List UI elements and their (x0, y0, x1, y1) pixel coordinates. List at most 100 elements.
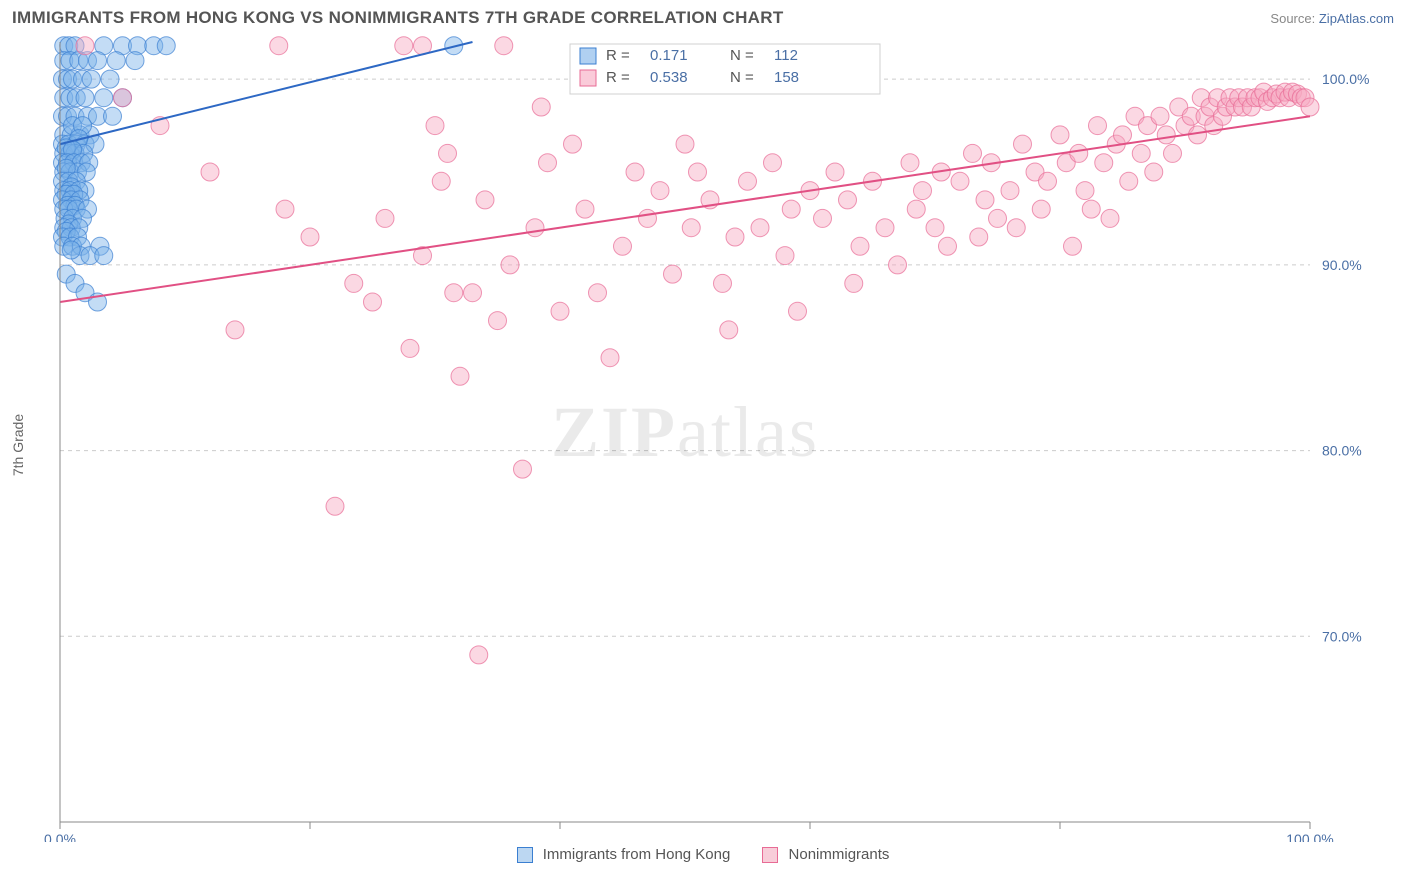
data-point-pink (789, 302, 807, 320)
stats-swatch-blue (580, 48, 596, 64)
data-point-pink (1082, 200, 1100, 218)
data-point-pink (1157, 126, 1175, 144)
data-point-pink (764, 154, 782, 172)
legend-item-nonimmigrants: Nonimmigrants (762, 846, 889, 863)
y-tick-label: 80.0% (1322, 443, 1362, 459)
data-point-pink (1151, 107, 1169, 125)
data-point-blue (89, 52, 107, 70)
data-point-pink (664, 265, 682, 283)
data-point-pink (1064, 237, 1082, 255)
data-point-pink (826, 163, 844, 181)
data-point-pink (526, 219, 544, 237)
data-point-pink (376, 209, 394, 227)
data-point-pink (426, 117, 444, 135)
chart-title: IMMIGRANTS FROM HONG KONG VS NONIMMIGRAN… (12, 8, 784, 28)
data-point-pink (432, 172, 450, 190)
data-point-pink (1070, 144, 1088, 162)
source-link[interactable]: ZipAtlas.com (1319, 11, 1394, 26)
data-point-pink (464, 284, 482, 302)
data-point-pink (401, 339, 419, 357)
data-point-pink (976, 191, 994, 209)
stats-r-value-blue: 0.171 (650, 47, 688, 64)
data-point-pink (626, 163, 644, 181)
data-point-pink (951, 172, 969, 190)
stats-n-value-pink: 158 (774, 69, 799, 86)
stats-r-value-pink: 0.538 (650, 69, 688, 86)
data-point-pink (851, 237, 869, 255)
data-point-pink (939, 237, 957, 255)
legend-item-immigrants: Immigrants from Hong Kong (517, 846, 731, 863)
data-point-pink (739, 172, 757, 190)
data-point-pink (907, 200, 925, 218)
legend-swatch-blue (517, 847, 533, 863)
data-point-pink (345, 274, 363, 292)
data-point-blue (101, 70, 119, 88)
data-point-pink (676, 135, 694, 153)
data-point-pink (989, 209, 1007, 227)
data-point-pink (576, 200, 594, 218)
data-point-blue (107, 52, 125, 70)
data-point-pink (1001, 182, 1019, 200)
data-point-pink (682, 219, 700, 237)
data-point-pink (364, 293, 382, 311)
data-point-pink (1089, 117, 1107, 135)
data-point-blue (157, 37, 175, 55)
data-point-pink (501, 256, 519, 274)
data-point-blue (62, 241, 80, 259)
data-point-pink (226, 321, 244, 339)
data-point-pink (876, 219, 894, 237)
data-point-pink (1095, 154, 1113, 172)
data-point-pink (914, 182, 932, 200)
legend-label-pink: Nonimmigrants (789, 846, 890, 863)
watermark: ZIPatlas (551, 392, 819, 472)
data-point-pink (1164, 144, 1182, 162)
data-point-pink (614, 237, 632, 255)
data-point-pink (395, 37, 413, 55)
data-point-pink (639, 209, 657, 227)
stats-r-label: R = (606, 47, 630, 64)
data-point-pink (470, 646, 488, 664)
data-point-pink (720, 321, 738, 339)
data-point-pink (1101, 209, 1119, 227)
x-tick-label: 0.0% (44, 831, 76, 842)
data-point-pink (451, 367, 469, 385)
x-tick-label: 100.0% (1286, 831, 1333, 842)
source-attribution: Source: ZipAtlas.com (1270, 11, 1394, 26)
data-point-pink (901, 154, 919, 172)
data-point-pink (514, 460, 532, 478)
data-point-pink (970, 228, 988, 246)
data-point-pink (301, 228, 319, 246)
data-point-pink (1301, 98, 1319, 116)
y-axis-label: 7th Grade (10, 414, 26, 476)
data-point-pink (1051, 126, 1069, 144)
data-point-pink (326, 497, 344, 515)
data-point-pink (1114, 126, 1132, 144)
data-point-pink (751, 219, 769, 237)
data-point-pink (1007, 219, 1025, 237)
stats-swatch-pink (580, 70, 596, 86)
data-point-pink (1039, 172, 1057, 190)
stats-n-label: N = (730, 47, 754, 64)
data-point-pink (276, 200, 294, 218)
data-point-pink (439, 144, 457, 162)
data-point-pink (651, 182, 669, 200)
data-point-pink (551, 302, 569, 320)
bottom-legend: Immigrants from Hong Kong Nonimmigrants (0, 846, 1406, 863)
data-point-pink (445, 284, 463, 302)
data-point-pink (1145, 163, 1163, 181)
data-point-pink (1032, 200, 1050, 218)
data-point-pink (1076, 182, 1094, 200)
data-point-pink (495, 37, 513, 55)
chart-header: IMMIGRANTS FROM HONG KONG VS NONIMMIGRAN… (0, 0, 1406, 32)
data-point-pink (726, 228, 744, 246)
data-point-pink (889, 256, 907, 274)
data-point-pink (845, 274, 863, 292)
data-point-pink (782, 200, 800, 218)
data-point-pink (814, 209, 832, 227)
data-point-pink (1132, 144, 1150, 162)
data-point-pink (76, 37, 94, 55)
data-point-blue (82, 70, 100, 88)
data-point-blue (95, 247, 113, 265)
data-point-blue (104, 107, 122, 125)
chart-container: 7th Grade 70.0%80.0%90.0%100.0%ZIPatlas0… (10, 32, 1396, 842)
